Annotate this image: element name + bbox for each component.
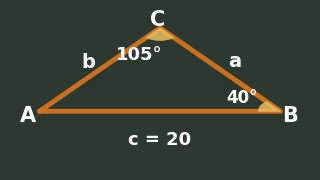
Wedge shape	[258, 102, 281, 111]
Text: A: A	[20, 106, 36, 126]
Text: 105°: 105°	[116, 46, 163, 64]
Text: c = 20: c = 20	[128, 131, 192, 149]
Wedge shape	[146, 28, 174, 40]
Text: 40°: 40°	[227, 89, 258, 107]
Text: B: B	[282, 106, 298, 126]
Text: C: C	[150, 10, 165, 30]
Text: b: b	[82, 53, 96, 72]
Text: a: a	[228, 52, 241, 71]
